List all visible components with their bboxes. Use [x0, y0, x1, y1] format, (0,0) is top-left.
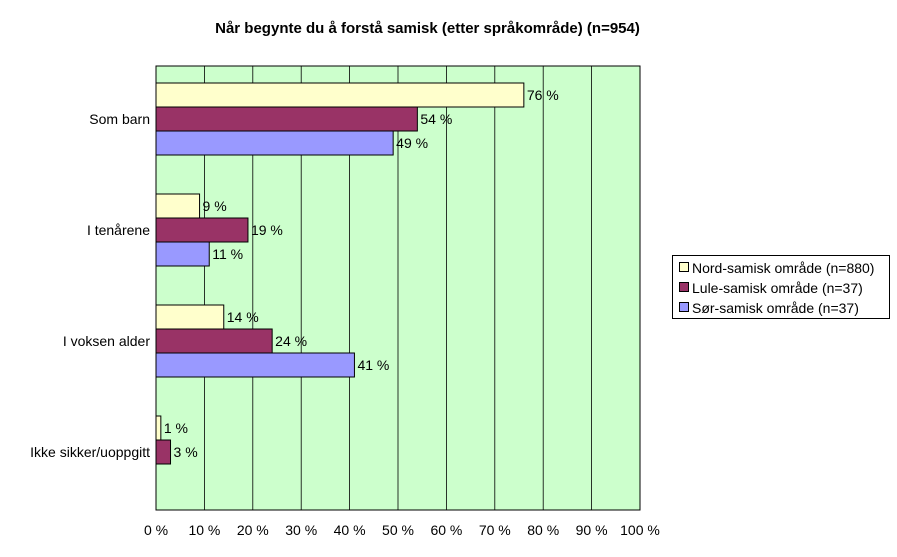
bar-value-label: 3 % [174, 444, 198, 460]
bar [155, 439, 172, 465]
bar-value-label: 76 % [527, 87, 559, 103]
category-labels: Som barn I tenårene I voksen alder Ikke sik… [30, 111, 150, 460]
bar-value-label: 54 % [420, 111, 452, 127]
x-tick-label: 0 % [144, 522, 168, 538]
data-labels: 76 % 54 % 49 % 9 % 19 % 11 % 14 % 24 % 41 % 1 % 3 … [164, 87, 559, 460]
bar [155, 217, 249, 243]
bar-value-label: 14 % [227, 309, 259, 325]
x-tick-label: 80 % [527, 522, 559, 538]
category-label: Ikke sikker/uoppgitt [30, 444, 150, 460]
legend-swatch [679, 262, 689, 272]
bar [155, 106, 418, 132]
x-tick-label: 100 % [620, 522, 660, 538]
bar [155, 193, 201, 219]
x-tick-label: 30 % [285, 522, 317, 538]
category-label: I tenårene [87, 222, 150, 238]
legend-item: Lule-samisk område (n=37) [679, 279, 863, 297]
bar-value-label: 9 % [203, 198, 227, 214]
bar-value-label: 19 % [251, 222, 283, 238]
legend-label: Sør-samisk område (n=37) [692, 300, 859, 316]
bar [155, 241, 210, 267]
bar [155, 352, 355, 378]
bar [155, 130, 394, 156]
legend-item: Nord-samisk område (n=880) [679, 259, 874, 277]
legend-swatch [679, 302, 689, 312]
bar-value-label: 11 % [212, 246, 243, 262]
bar-value-label: 1 % [164, 420, 188, 436]
legend-label: Lule-samisk område (n=37) [692, 280, 863, 296]
bar-value-label: 49 % [396, 135, 428, 151]
legend-item: Sør-samisk område (n=37) [679, 299, 859, 317]
x-tick-label: 50 % [382, 522, 414, 538]
bars [155, 82, 525, 465]
bar-value-label: 24 % [275, 333, 307, 349]
bar-value-label: 41 % [357, 357, 389, 373]
x-tick-labels: 0 % 10 % 20 % 30 % 40 % 50 % 60 % 70 % 80 % 90 % 1… [144, 522, 660, 538]
x-tick-label: 20 % [237, 522, 269, 538]
x-tick-label: 40 % [334, 522, 366, 538]
legend-swatch [679, 282, 689, 292]
x-tick-label: 10 % [188, 522, 220, 538]
chart-title: Når begynte du å forstå samisk (etter sp… [215, 20, 640, 37]
category-label: Som barn [89, 111, 150, 127]
x-tick-label: 90 % [576, 522, 608, 538]
bar [155, 328, 273, 354]
x-tick-label: 70 % [479, 522, 511, 538]
bar [155, 304, 225, 330]
gridlines [203, 66, 592, 510]
x-tick-label: 60 % [430, 522, 462, 538]
legend-label: Nord-samisk område (n=880) [692, 260, 875, 276]
bar [155, 415, 162, 441]
bar [155, 82, 525, 108]
category-label: I voksen alder [63, 333, 150, 349]
legend: Nord-samisk område (n=880) Lule-samisk om… [672, 255, 890, 319]
